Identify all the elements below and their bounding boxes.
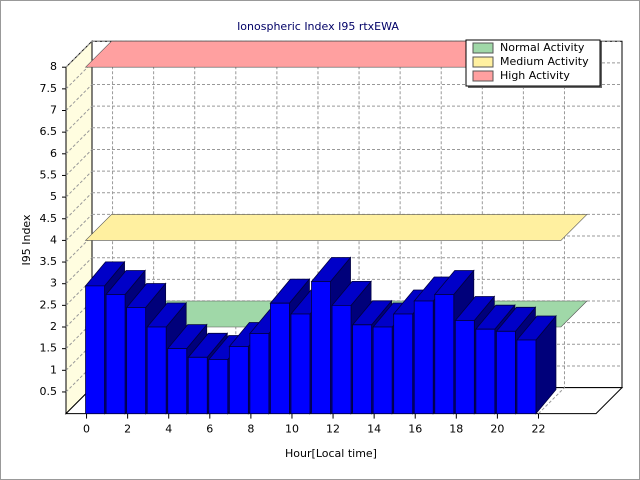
y-tick-label: 3 <box>50 277 57 290</box>
bar-front <box>167 348 188 415</box>
y-tick-label: 0.5 <box>40 385 58 398</box>
y-tick-label: 5 <box>50 190 57 203</box>
bar-front <box>105 294 126 415</box>
bar-front <box>372 326 393 415</box>
x-tick-label: 0 <box>83 423 90 436</box>
grid-line <box>65 84 93 111</box>
chart-title: Ionospheric Index I95 rtxEWA <box>237 20 399 33</box>
x-tick-label: 14 <box>367 423 381 436</box>
y-tick-label: 5.5 <box>40 168 58 181</box>
bar-front <box>352 324 372 415</box>
bar-front <box>146 326 167 415</box>
y-tick-label: 7 <box>50 104 57 117</box>
x-tick-label: 8 <box>247 423 254 436</box>
bar-front <box>495 330 516 415</box>
y-tick-label: 2.5 <box>40 298 58 311</box>
x-tick-label: 20 <box>490 423 504 436</box>
legend-label: High Activity <box>500 69 570 82</box>
x-axis-label: Hour[Local time] <box>285 447 377 460</box>
legend-swatch <box>472 42 494 54</box>
x-tick-label: 12 <box>326 423 340 436</box>
bar-front <box>126 307 147 415</box>
bar-front <box>516 339 537 415</box>
bar-front <box>290 313 311 415</box>
bar-front <box>249 333 270 415</box>
y-tick-label: 6.5 <box>40 125 58 138</box>
band <box>84 214 588 241</box>
y-tick-label: 3.5 <box>40 255 58 268</box>
x-tick-label: 16 <box>408 423 422 436</box>
bar-front <box>475 328 496 415</box>
y-tick-label: 8 <box>50 60 57 73</box>
y-tick-label: 4.5 <box>40 212 58 225</box>
y-tick-label: 7.5 <box>40 82 58 95</box>
y-tick-label: 2 <box>50 320 57 333</box>
legend-swatch <box>472 70 494 82</box>
bar-front <box>311 281 331 415</box>
bar-front <box>434 294 455 415</box>
legend-label: Normal Activity <box>500 41 585 54</box>
x-tick-label: 22 <box>531 423 545 436</box>
grid-line <box>65 40 93 68</box>
x-tick-label: 18 <box>449 423 463 436</box>
y-tick-label: 6 <box>50 147 57 160</box>
grid-line <box>65 105 93 133</box>
bar-front <box>393 313 414 415</box>
grid-line <box>65 192 93 220</box>
bar-front <box>208 359 229 415</box>
legend-swatch <box>472 56 494 68</box>
bar-front <box>228 346 249 415</box>
y-tick-label: 1.5 <box>40 342 58 355</box>
bar-front <box>454 320 475 415</box>
x-tick-label: 10 <box>285 423 299 436</box>
x-tick-label: 4 <box>165 423 172 436</box>
x-tick-label: 6 <box>206 423 213 436</box>
grid-line <box>65 149 93 176</box>
grid-line <box>65 214 93 241</box>
bar-front <box>331 304 352 415</box>
y-tick-label: 1 <box>50 363 57 376</box>
bar-front <box>85 285 105 415</box>
grid-line <box>65 170 93 198</box>
bar-front <box>187 356 208 415</box>
legend-label: Medium Activity <box>500 55 589 68</box>
x-tick-label: 2 <box>124 423 131 436</box>
y-axis-label: I95 Index <box>20 214 33 266</box>
bar-front <box>270 302 290 415</box>
y-tick-label: 4 <box>50 233 57 246</box>
bar <box>516 314 557 415</box>
grid-line <box>65 257 93 285</box>
grid-line <box>65 127 93 155</box>
grid-line <box>538 387 565 414</box>
bar-front <box>413 300 434 415</box>
